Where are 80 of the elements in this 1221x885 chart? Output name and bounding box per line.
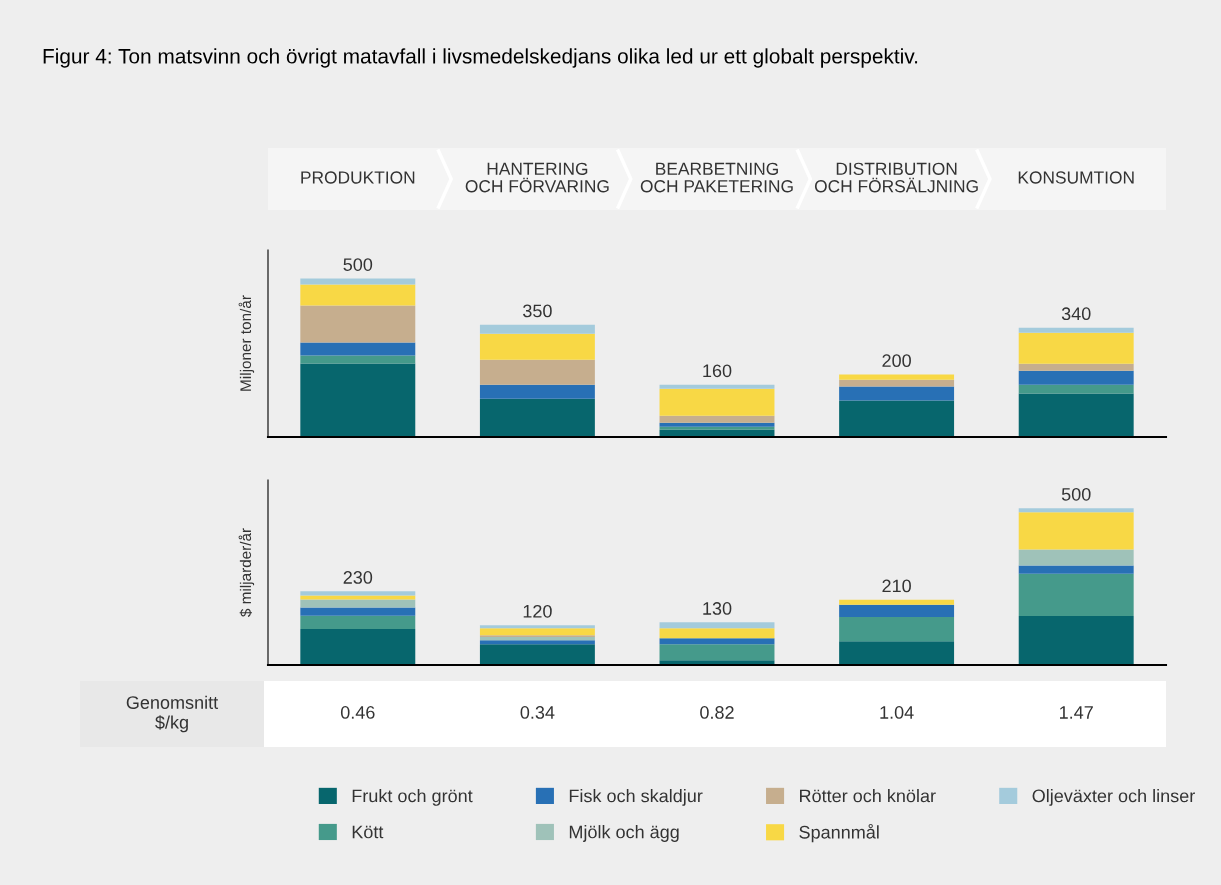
bar [300,595,416,600]
annotation: 120 [523,604,552,618]
legend-label: Rötter och knölar [800,789,936,803]
bar [479,640,595,645]
bar [1018,508,1134,513]
annotation: 160 [703,364,732,378]
bar [479,359,595,385]
legend-label: Fisk och skaldjur [569,789,703,806]
x-tick-label: PRODUKTION [301,171,415,184]
bar [659,644,775,661]
annotation: 350 [523,304,552,318]
text: 500 [1061,487,1091,501]
text: 1.04 [880,706,914,719]
bar [659,426,775,430]
chart-title: Figur 4: Ton matsvinn och övrigt matavfall i livsmedelskedjans olika led ur ett globalt perspektiv. [43,48,918,68]
x-tick-label: BEARBETNING OCH PAKETERING [640,162,793,193]
text: Genomsnitt $/kg [126,695,219,733]
bar [659,622,775,629]
bar [300,615,416,629]
bar [659,628,775,639]
bar [300,607,416,616]
x-tick-label: DISTRIBUTION OCH FÖRSÄLJNING [814,162,978,193]
bar [479,625,595,629]
bar [1018,549,1134,566]
bar [479,333,595,360]
y-axis-title: $ miljarder/år [238,528,255,617]
bar [839,379,955,387]
bar [1018,573,1134,617]
annotation: 230 [343,571,373,584]
bar [1018,384,1134,394]
bar [479,324,595,334]
bar [659,384,775,389]
annotation: 130 [703,602,732,615]
bar [839,599,955,605]
bar [839,617,955,642]
bar [300,305,416,343]
text: 0.46 [340,706,375,719]
bar [839,386,955,401]
legend-label: Mjölk och ägg [569,825,679,842]
bar [839,374,955,380]
bar [659,422,775,427]
bar [479,644,595,665]
x-tick-label: HANTERING OCH FÖRVARING [465,162,609,193]
bar [479,628,595,636]
bar [300,591,416,596]
text: 0.82 [700,706,734,719]
bar [300,342,416,356]
bar [659,415,775,423]
bar [1018,332,1134,364]
bar [839,604,955,618]
y-axis-title: Miljoner ton/år [238,295,255,391]
bar [300,363,416,437]
bar [659,638,775,645]
legend-label: Frukt och grönt [352,789,473,806]
bar [1018,393,1134,437]
bar [300,284,416,306]
annotation: 200 [882,354,911,368]
bar [300,278,416,285]
bar [479,384,595,399]
bar [1018,565,1134,574]
bar [839,400,955,437]
bar [300,628,416,665]
bar [1018,616,1134,665]
bar [659,388,775,416]
x-tick-label: KONSUMTION [1018,171,1134,184]
bar [1018,512,1134,550]
legend-label: Kött [352,825,384,839]
bar [1018,363,1134,371]
annotation: 210 [882,579,911,593]
legend-label: Spannmål [799,823,879,843]
bar [479,398,595,437]
text: 1.47 [1060,706,1093,719]
legend-label: Oljeväxter och linser [1032,789,1195,806]
bar [839,641,955,665]
bar [300,599,416,608]
bar [1018,370,1134,385]
text: 500 [343,258,373,271]
text: 0.34 [520,706,555,719]
bar [1018,327,1134,333]
annotation: 340 [1061,307,1091,321]
